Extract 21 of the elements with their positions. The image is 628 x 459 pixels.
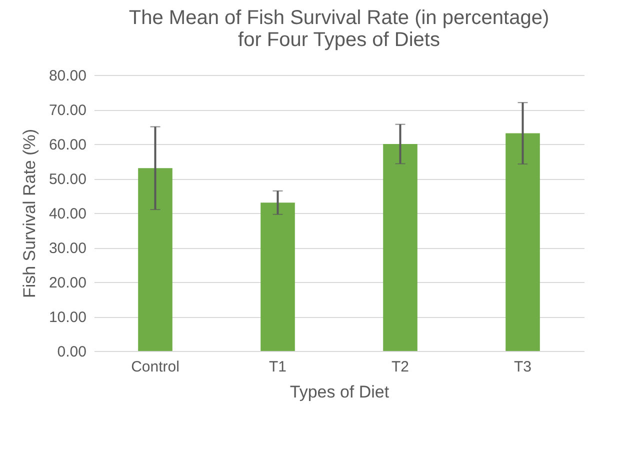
y-tick-label: 0.00 [57, 344, 86, 360]
x-axis-title: Types of Diet [290, 382, 390, 402]
y-tick-label: 40.00 [48, 206, 86, 222]
text: The Mean of Fish Survival Rate (in percentage) [128, 7, 550, 29]
y-tick-label: 60.00 [48, 136, 86, 154]
y-tick-label: 20.00 [48, 274, 86, 292]
bar [138, 168, 172, 351]
y-axis-title: Fish Survival Rate (%) [20, 128, 39, 298]
y-tick-label: 50.00 [48, 171, 86, 188]
y-tick-label: 70.00 [48, 102, 86, 119]
x-tick-label: Control [131, 358, 180, 376]
y-tick-label: 80.00 [48, 68, 86, 84]
y-tick-label: 30.00 [48, 240, 86, 257]
x-tick-label: T2 [391, 358, 410, 376]
text: for Four Types of Diets [238, 29, 440, 51]
x-tick-label: T1 [268, 358, 287, 376]
x-tick-label: T3 [514, 358, 532, 376]
bar [260, 202, 295, 351]
bar [383, 144, 418, 351]
bar [506, 133, 540, 351]
y-tick-label: 10.00 [48, 309, 86, 326]
